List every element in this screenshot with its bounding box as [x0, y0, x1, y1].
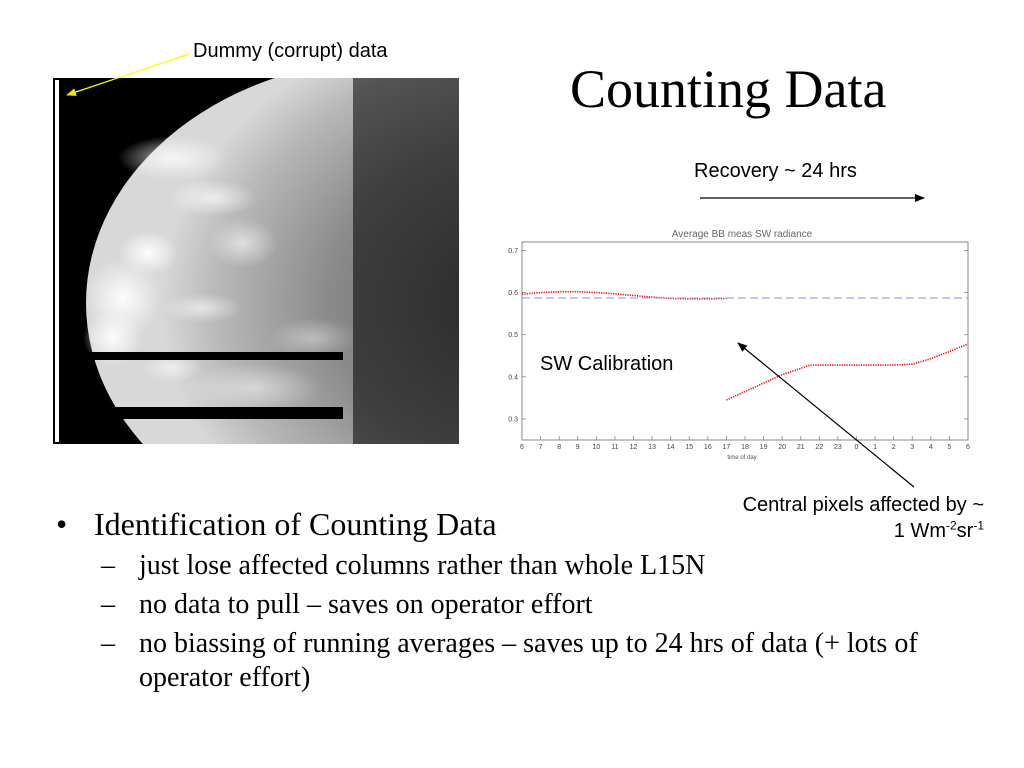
y-tick-label: 0.5	[508, 332, 518, 339]
sub-bullet-text: just lose affected columns rather than w…	[139, 550, 706, 581]
y-tick-label: 0.4	[508, 374, 518, 381]
y-tick-label: 0.7	[508, 248, 518, 255]
sub-bullet: – no biassing of running averages – save…	[56, 627, 936, 695]
x-tick-label: 14	[667, 444, 675, 451]
x-tick-label: 19	[760, 444, 768, 451]
earth-satellite-image	[53, 78, 459, 444]
x-tick-label: 9	[576, 444, 580, 451]
missing-line-band	[53, 352, 343, 360]
central-label-exp2: -1	[973, 518, 984, 533]
x-tick-label: 22	[815, 444, 823, 451]
x-tick-label: 2	[892, 444, 896, 451]
x-tick-label: 6	[520, 444, 524, 451]
bullet-list: • Identification of Counting Data – just…	[56, 504, 936, 695]
bullet-main-text: Identification of Counting Data	[94, 506, 497, 542]
dash-marker: –	[101, 589, 115, 620]
sub-bullet-text: no data to pull – saves on operator effo…	[139, 589, 593, 620]
x-tick-label: 7	[539, 444, 543, 451]
x-tick-label: 16	[704, 444, 712, 451]
radiance-series-line	[521, 290, 727, 300]
missing-line-band	[53, 407, 343, 419]
dash-marker: –	[101, 550, 115, 581]
central-label-line2: 1 Wm-2sr-1	[660, 518, 984, 544]
sub-bullet: – no data to pull – saves on operator ef…	[56, 588, 936, 622]
x-tick-label: 21	[797, 444, 805, 451]
central-pixels-label: Central pixels affected by ~ 1 Wm-2sr-1	[660, 492, 984, 544]
radiance-series-line	[726, 343, 969, 401]
recovery-label: Recovery ~ 24 hrs	[694, 160, 857, 182]
central-label-line1: Central pixels affected by ~	[742, 494, 984, 516]
x-tick-label: 23	[834, 444, 842, 451]
dummy-data-label: Dummy (corrupt) data	[193, 40, 388, 62]
sw-radiance-chart: Average BB meas SW radiance 0.3 0.4 0.5 0.6…	[508, 229, 970, 461]
x-tick-label: 4	[929, 444, 933, 451]
x-tick-label: 10	[592, 444, 600, 451]
central-label-unit-sr: sr	[956, 520, 974, 542]
central-label-exp1: -2	[945, 518, 957, 533]
y-tick-label: 0.3	[508, 416, 518, 423]
slide-title: Counting Data	[570, 59, 887, 119]
x-tick-label: 3	[910, 444, 914, 451]
x-axis-label: time of day	[727, 455, 756, 461]
x-tick-label: 1	[873, 444, 877, 451]
chart-title: Average BB meas SW radiance	[672, 229, 813, 240]
central-label-unit: 1 Wm	[893, 520, 946, 542]
x-tick-label: 20	[778, 444, 786, 451]
x-tick-label: 18	[741, 444, 749, 451]
x-tick-label: 15	[685, 444, 693, 451]
dummy-data-column	[55, 80, 59, 442]
sub-bullet: – just lose affected columns rather than…	[56, 549, 936, 583]
x-tick-label: 0	[855, 444, 859, 451]
x-tick-label: 5	[947, 444, 951, 451]
sw-calibration-label: SW Calibration	[540, 353, 674, 375]
plot-frame	[521, 241, 969, 441]
bullet-main: • Identification of Counting Data	[56, 504, 936, 544]
dash-marker: –	[101, 628, 115, 659]
bullet-marker: •	[56, 506, 68, 542]
x-tick-label: 12	[630, 444, 638, 451]
sub-bullet-text: no biassing of running averages – saves …	[139, 628, 918, 693]
x-tick-label: 8	[557, 444, 561, 451]
x-tick-label: 6	[966, 444, 970, 451]
x-tick-label: 13	[648, 444, 656, 451]
x-tick-label: 17	[723, 444, 731, 451]
x-tick-label: 11	[611, 444, 618, 451]
y-tick-label: 0.6	[508, 290, 518, 297]
